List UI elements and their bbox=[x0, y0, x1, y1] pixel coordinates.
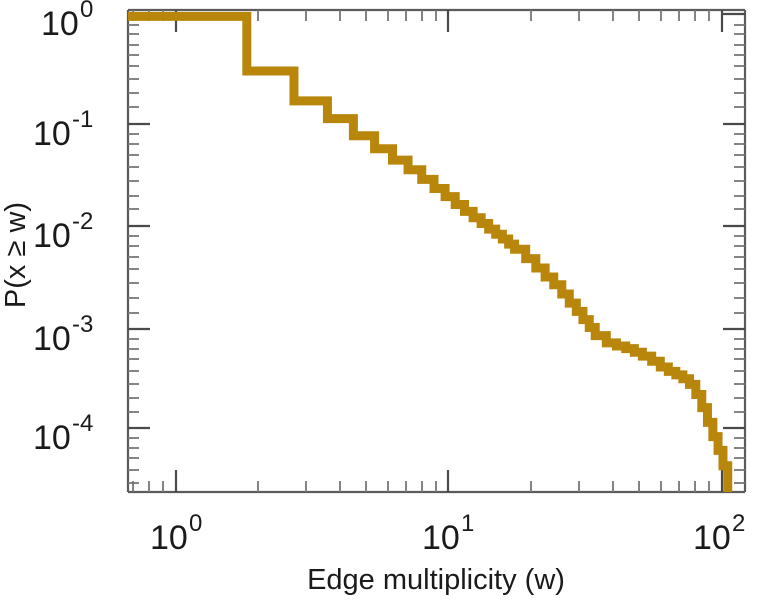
x-tick-label-10-exponent: 1 bbox=[461, 510, 474, 537]
y-tick-label-0p0001-mantissa: 10 bbox=[33, 419, 71, 457]
y-tick-labels: 10 0 10 -1 10 -2 10 -3 10 -4 bbox=[33, 0, 93, 457]
x-tick-label-100-exponent: 2 bbox=[732, 510, 745, 537]
y-axis-ticks bbox=[128, 12, 745, 484]
y-tick-label-0p0001-exponent: -4 bbox=[72, 410, 93, 437]
y-tick-label-0p01-exponent: -2 bbox=[72, 208, 93, 235]
y-tick-label-0p1-exponent: -1 bbox=[72, 106, 93, 133]
x-tick-label-100-mantissa: 10 bbox=[693, 519, 731, 557]
plot-background bbox=[128, 10, 745, 492]
y-axis-title: P(x ≥ w) bbox=[0, 202, 32, 308]
y-tick-label-0p1-mantissa: 10 bbox=[33, 115, 71, 153]
y-tick-label-0p001-mantissa: 10 bbox=[33, 320, 71, 358]
y-tick-label-0p01-mantissa: 10 bbox=[33, 217, 71, 255]
x-tick-labels: 10 0 10 1 10 2 bbox=[150, 510, 745, 557]
ccdf-step-curve bbox=[128, 11, 733, 492]
y-tick-label-1-exponent: 0 bbox=[80, 0, 93, 23]
y-tick-label-1-mantissa: 10 bbox=[41, 5, 79, 43]
plot-frame bbox=[126, 8, 747, 494]
x-tick-label-1-mantissa: 10 bbox=[150, 519, 188, 557]
x-tick-label-1-exponent: 0 bbox=[189, 510, 202, 537]
y-tick-label-0p001-exponent: -3 bbox=[72, 311, 93, 338]
x-axis-title: Edge multiplicity (w) bbox=[307, 564, 565, 596]
x-tick-label-10-mantissa: 10 bbox=[422, 519, 460, 557]
